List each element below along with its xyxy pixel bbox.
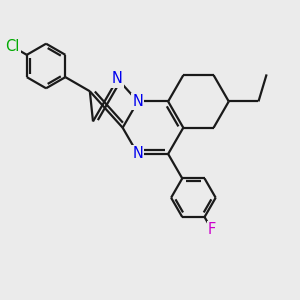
Text: N: N [112,71,123,86]
Text: F: F [208,222,216,237]
Text: N: N [132,94,143,109]
Text: Cl: Cl [5,39,20,54]
Text: N: N [132,146,143,161]
